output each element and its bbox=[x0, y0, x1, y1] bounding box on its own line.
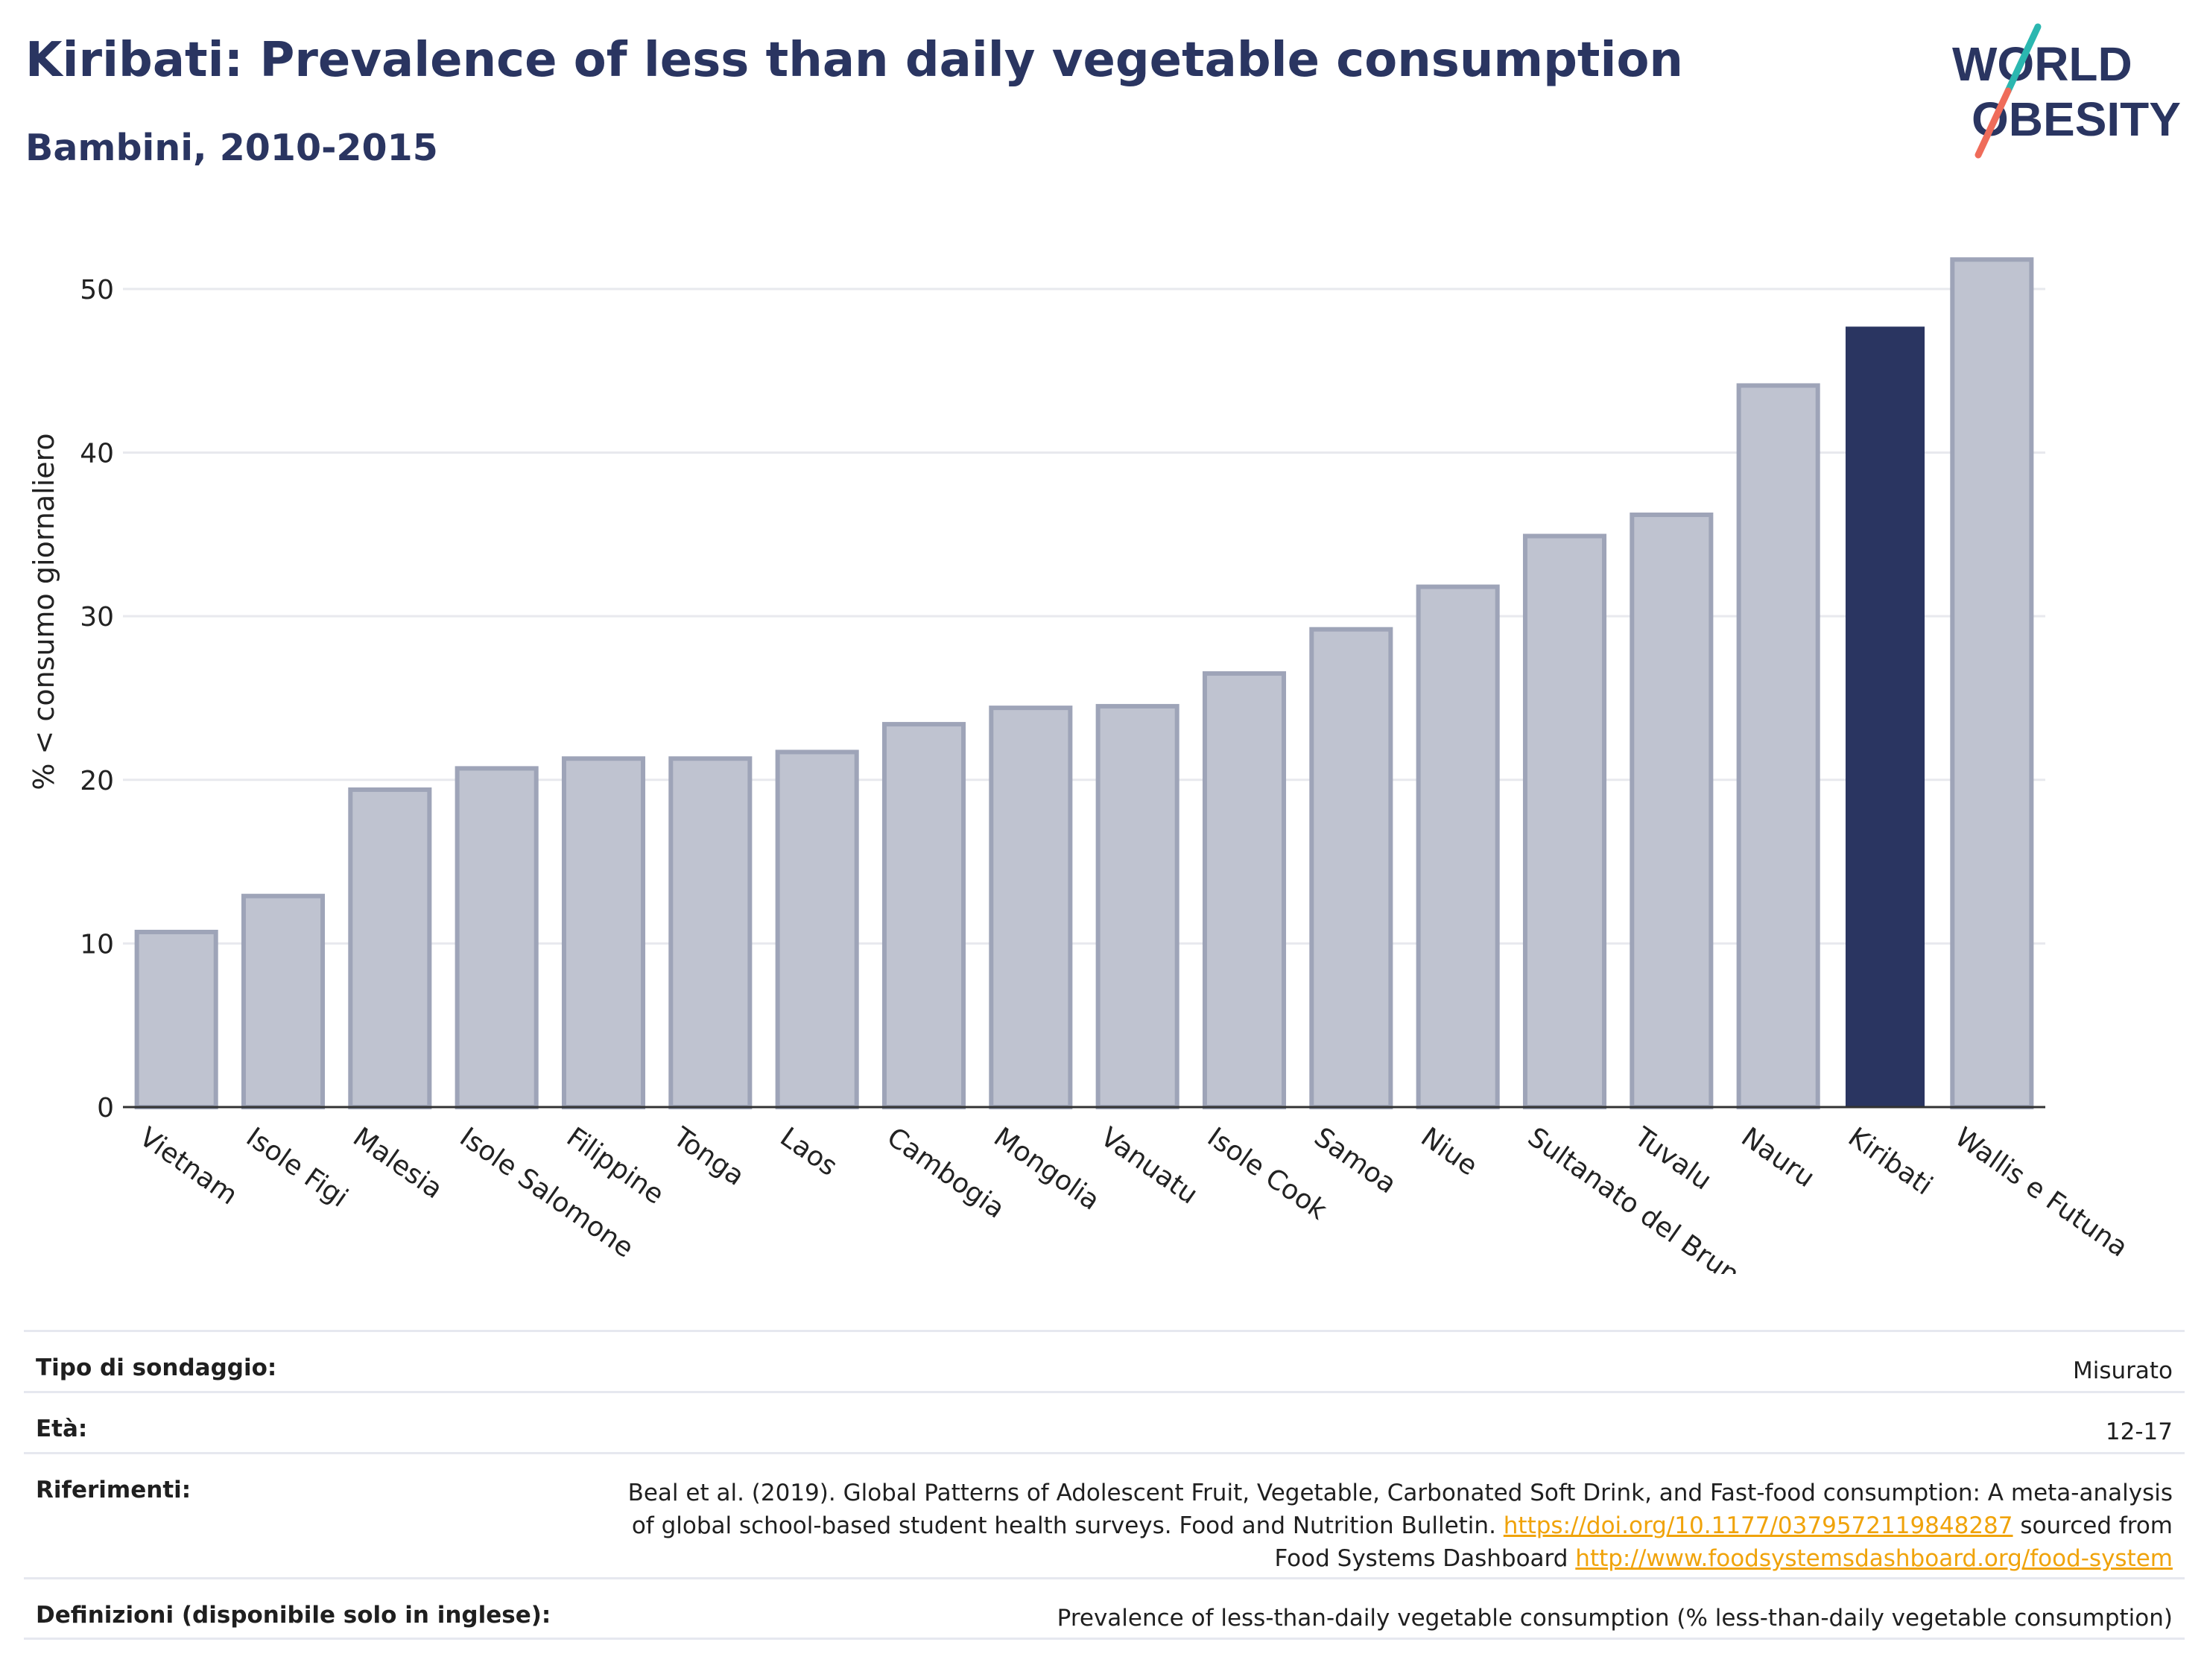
x-tick-label: Malesia bbox=[347, 1122, 448, 1205]
x-tick-label: Kiribati bbox=[1843, 1122, 1938, 1202]
y-tick-label: 30 bbox=[80, 602, 114, 633]
survey-type-label: Tipo di sondaggio: bbox=[36, 1354, 277, 1381]
references-text3: sourced from bbox=[2020, 1512, 2173, 1539]
info-row-references: Riferimenti: Beal et al. (2019). Global … bbox=[24, 1452, 2185, 1577]
y-axis-label: % < consumo giornaliero bbox=[28, 433, 60, 790]
age-label: Età: bbox=[36, 1416, 88, 1442]
bar-cambogia[interactable] bbox=[881, 722, 966, 1109]
y-tick-label: 0 bbox=[97, 1093, 114, 1123]
info-row-survey-type: Tipo di sondaggio: Misurato bbox=[24, 1330, 2185, 1391]
references-text2: of global school-based student health su… bbox=[631, 1512, 1496, 1539]
references-value: Beal et al. (2019). Global Patterns of A… bbox=[628, 1477, 2173, 1575]
chart-title: Kiribati: Prevalence of less than daily … bbox=[25, 33, 1683, 88]
bar-isole-cook[interactable] bbox=[1202, 671, 1287, 1109]
y-tick-label: 10 bbox=[80, 929, 114, 960]
x-tick-label: Isole Figi bbox=[241, 1122, 353, 1214]
food-systems-link[interactable]: http://www.foodsystemsdashboard.org/food… bbox=[1575, 1545, 2173, 1572]
logo-slash-bottom bbox=[1975, 87, 2012, 159]
world-obesity-logo: WORLD OBESITY bbox=[1952, 23, 2181, 159]
logo-line1: WORLD bbox=[1952, 37, 2132, 91]
bar-isole-salomone[interactable] bbox=[455, 766, 539, 1109]
logo-slash-top bbox=[2004, 23, 2042, 95]
references-text1: Beal et al. (2019). Global Patterns of A… bbox=[627, 1480, 2173, 1506]
bar-sultanato-del-brunei[interactable] bbox=[1522, 533, 1607, 1109]
y-tick-label: 20 bbox=[80, 766, 114, 796]
x-tick-label: Nauru bbox=[1736, 1122, 1820, 1194]
x-tick-label: Isole Salomone bbox=[455, 1122, 639, 1264]
x-tick-label: Vietnam bbox=[134, 1122, 243, 1211]
definitions-value: Prevalence of less-than-daily vegetable … bbox=[1057, 1605, 2173, 1632]
bar-nauru[interactable] bbox=[1736, 383, 1820, 1109]
x-tick-label: Wallis e Futuna bbox=[1949, 1122, 2133, 1264]
survey-type-value: Misurato bbox=[2072, 1357, 2173, 1384]
y-axis-ticks: 0 10 20 30 40 50 bbox=[80, 275, 114, 1123]
references-label: Riferimenti: bbox=[36, 1477, 191, 1503]
x-tick-label: Vanuatu bbox=[1095, 1122, 1203, 1211]
bar-niue[interactable] bbox=[1416, 584, 1500, 1109]
bar-laos[interactable] bbox=[775, 749, 859, 1110]
bar-wallis-e-futuna[interactable] bbox=[1950, 257, 2034, 1109]
references-text4: Food Systems Dashboard bbox=[1274, 1545, 1568, 1572]
bar-filippine[interactable] bbox=[561, 756, 646, 1110]
x-tick-label: Niue bbox=[1416, 1122, 1483, 1182]
bar-samoa[interactable] bbox=[1309, 627, 1393, 1109]
info-table: Tipo di sondaggio: Misurato Età: 12-17 R… bbox=[24, 1330, 2185, 1640]
x-tick-label: Laos bbox=[775, 1122, 843, 1182]
x-tick-label: Isole Cook bbox=[1202, 1122, 1332, 1226]
info-row-definitions: Definizioni (disponibile solo in inglese… bbox=[24, 1577, 2185, 1640]
x-tick-label: Tuvalu bbox=[1628, 1121, 1717, 1196]
bar-vietnam[interactable] bbox=[134, 930, 218, 1110]
bar-tonga[interactable] bbox=[668, 756, 753, 1110]
age-value: 12-17 bbox=[2105, 1419, 2173, 1445]
y-tick-label: 40 bbox=[80, 439, 114, 469]
bar-kiribati[interactable] bbox=[1845, 326, 1925, 1107]
x-tick-label: Tonga bbox=[667, 1121, 750, 1192]
bars bbox=[134, 257, 2034, 1110]
definitions-label: Definizioni (disponibile solo in inglese… bbox=[36, 1602, 551, 1629]
bar-mongolia[interactable] bbox=[989, 706, 1073, 1109]
doi-link[interactable]: https://doi.org/10.1177/0379572119848287 bbox=[1503, 1512, 2013, 1539]
y-tick-label: 50 bbox=[80, 275, 114, 305]
bar-vanuatu[interactable] bbox=[1095, 703, 1179, 1109]
chart-subtitle: Bambini, 2010-2015 bbox=[25, 127, 438, 169]
x-tick-label: Samoa bbox=[1308, 1122, 1402, 1200]
bar-isole-figi[interactable] bbox=[241, 893, 326, 1109]
bar-malesia[interactable] bbox=[348, 787, 432, 1109]
bar-tuvalu[interactable] bbox=[1630, 512, 1714, 1109]
x-tick-label: Cambogia bbox=[881, 1122, 1010, 1225]
gridlines bbox=[123, 288, 2045, 945]
info-row-age: Età: 12-17 bbox=[24, 1391, 2185, 1452]
